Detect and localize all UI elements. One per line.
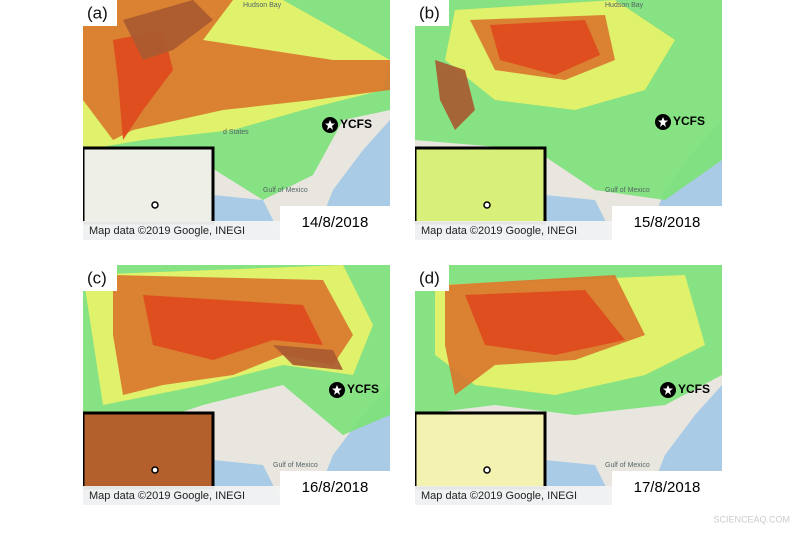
station-name: YCFS (340, 117, 372, 131)
map-label: Hudson Bay (243, 2, 282, 9)
smoke-plume (113, 30, 173, 140)
smoke-plume (490, 20, 600, 75)
smoke-plume (273, 345, 343, 370)
label-box (415, 265, 449, 291)
date-box (612, 471, 722, 505)
inset-map (83, 146, 215, 225)
inset-map (415, 411, 547, 490)
panel-label: (c) (87, 268, 107, 287)
smoke-plume (435, 60, 475, 130)
station-name: YCFS (678, 382, 710, 396)
attribution-bar (415, 486, 615, 505)
inset-map (83, 411, 215, 490)
attribution-bar (83, 221, 283, 240)
attribution-bar (83, 486, 283, 505)
panel-label: (a) (87, 3, 108, 22)
inset-site (151, 201, 159, 209)
station-star (325, 120, 335, 130)
smoke-plume (123, 0, 213, 60)
map-panel: (b) Hudson Bay Gulf of Mexico YCFS Map data … (415, 0, 722, 240)
inset-site (483, 201, 491, 209)
attribution: Map data ©2019 Google, INEGI (421, 225, 577, 237)
station-name: YCFS (347, 382, 379, 396)
panel-label: (d) (419, 268, 440, 287)
map-label: d States (223, 129, 249, 136)
watermark: SCIENCEAQ.COM (713, 514, 790, 524)
date: 17/8/2018 (634, 479, 701, 496)
date: 14/8/2018 (302, 214, 369, 231)
label-box (83, 0, 117, 26)
station-star (658, 117, 668, 127)
date-box (612, 206, 722, 240)
station-name: YCFS (673, 114, 705, 128)
date-box (280, 206, 390, 240)
map-panel: (d) Gulf of Mexico YCFS Map data ©2019 Goog… (415, 265, 722, 505)
smoke-plume (143, 295, 323, 360)
panel-label: (b) (419, 3, 440, 22)
label-box (83, 265, 117, 291)
smoke-plume (465, 290, 625, 355)
attribution-bar (415, 221, 615, 240)
station-star (332, 385, 342, 395)
map-panel: (c) Gulf of Mexico YCFS Map data ©2019 Goog… (83, 265, 390, 505)
map-label: Gulf of Mexico (273, 462, 318, 469)
date: 16/8/2018 (302, 479, 369, 496)
map-label: Gulf of Mexico (263, 187, 308, 194)
inset-map (415, 146, 547, 225)
attribution: Map data ©2019 Google, INEGI (89, 490, 245, 502)
attribution: Map data ©2019 Google, INEGI (89, 225, 245, 237)
map-panel: (a) Hudson Bay d States Gulf of Mexico YCFS M… (83, 0, 390, 240)
label-box (415, 0, 449, 26)
map-label: Gulf of Mexico (605, 462, 650, 469)
date-box (280, 471, 390, 505)
map-label: Hudson Bay (605, 2, 644, 9)
station-star (663, 385, 673, 395)
date: 15/8/2018 (634, 214, 701, 231)
attribution: Map data ©2019 Google, INEGI (421, 490, 577, 502)
map-label: Gulf of Mexico (605, 187, 650, 194)
inset-site (483, 466, 491, 474)
inset-site (151, 466, 159, 474)
